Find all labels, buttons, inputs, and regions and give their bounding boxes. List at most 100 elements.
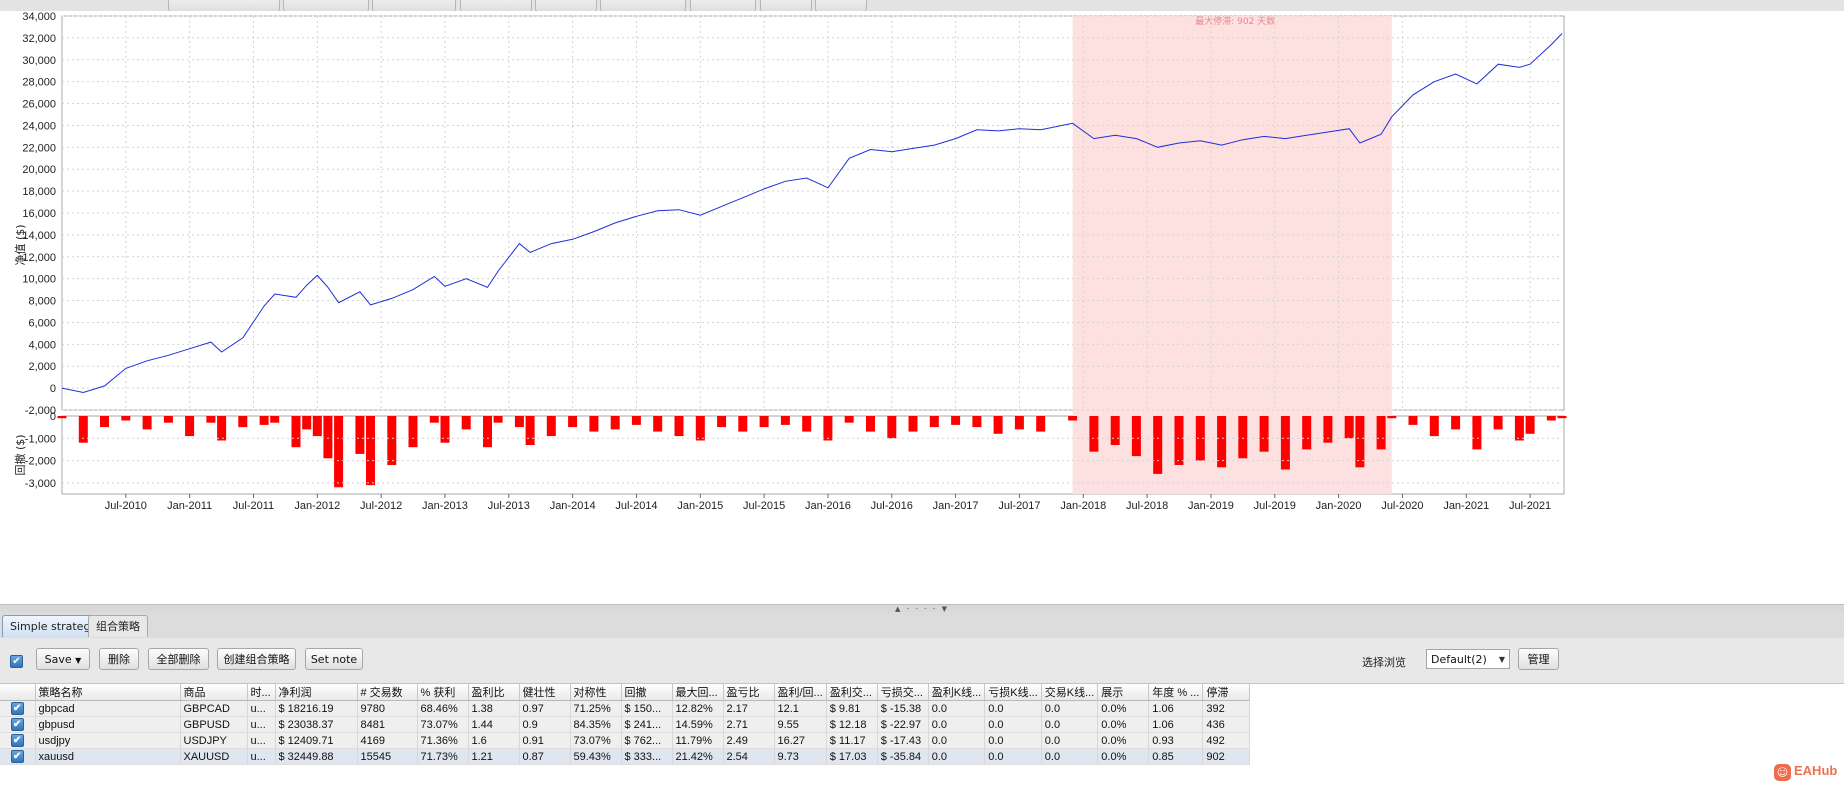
table-cell: 1.44 (468, 716, 520, 733)
column-header[interactable]: 健壮性 (519, 684, 571, 701)
table-row[interactable]: ✔ usdjpy USDJPY u... $ 12409.71 4169 71.36% 1.6… (0, 732, 1251, 749)
column-header[interactable]: 盈利比 (468, 684, 520, 701)
drawdown-bar (1493, 416, 1503, 430)
drawdown-bar (429, 416, 439, 423)
toolbar-button-1[interactable] (168, 0, 280, 11)
select-all-checkbox[interactable]: ✔ (10, 655, 23, 668)
toolbar-button-3[interactable] (372, 0, 456, 11)
column-header[interactable] (0, 684, 36, 701)
toolbar-button-6[interactable] (600, 0, 686, 11)
column-header[interactable]: 时... (247, 684, 276, 701)
table-cell: $ -17.43 (877, 732, 929, 749)
eahub-logo-icon: ☺ (1774, 764, 1791, 781)
create-portfolio-button[interactable]: 创建组合策略 (217, 648, 296, 670)
delete-all-button[interactable]: 全部删除 (148, 648, 209, 670)
table-cell: 15545 (357, 748, 418, 765)
row-checkbox[interactable]: ✔ (10, 718, 24, 731)
table-cell: USDJPY (180, 732, 248, 749)
table-cell: $ 11.17 (826, 732, 878, 749)
drawdown-bar (695, 416, 705, 441)
drawdown-axes: -3,000 -2,000 -1,000 0 (25, 411, 1562, 490)
equity-y-tick: 8,000 (28, 296, 56, 308)
x-tick-label: Jul-2021 (1509, 500, 1551, 512)
column-header[interactable]: 交易K线... (1041, 684, 1099, 701)
column-header[interactable]: 停滞 (1202, 684, 1251, 701)
drawdown-bar (631, 416, 641, 425)
drawdown-bar (738, 416, 748, 432)
equity-y-tick: 4,000 (28, 339, 56, 351)
row-checkbox-cell[interactable]: ✔ (0, 716, 36, 733)
max-stagnation-label: 最大停滞: 902 天数 (1195, 15, 1275, 27)
column-header[interactable]: 盈亏比 (723, 684, 775, 701)
column-header[interactable]: 回撤 (621, 684, 673, 701)
x-tick-label: Jan-2019 (1188, 500, 1234, 512)
column-header[interactable]: 年度 % ... (1148, 684, 1204, 701)
row-checkbox[interactable]: ✔ (10, 750, 24, 763)
table-cell: usdjpy (35, 732, 181, 749)
equity-y-tick: 10,000 (22, 274, 56, 286)
table-row[interactable]: ✔ gbpcad GBPCAD u... $ 18216.19 9780 68.46% 1.3… (0, 700, 1251, 717)
column-header[interactable]: 亏损K线... (984, 684, 1042, 701)
toolbar-button-8[interactable] (760, 0, 812, 11)
x-tick-label: Jan-2018 (1060, 500, 1106, 512)
toolbar-button-9[interactable] (815, 0, 867, 11)
equity-y-tick: 32,000 (22, 33, 56, 45)
equity-y-tick: -2,000 (25, 405, 56, 417)
column-header[interactable]: 盈利/回... (774, 684, 827, 701)
row-checkbox-cell[interactable]: ✔ (0, 700, 36, 717)
x-tick-label: Jul-2011 (233, 500, 274, 512)
drawdown-bars (57, 416, 1567, 488)
delete-button[interactable]: 删除 (99, 648, 139, 670)
table-cell: 59.43% (570, 748, 622, 765)
drawdown-bar (653, 416, 663, 432)
drawdown-bar (57, 416, 67, 419)
drawdown-y-label: 回撤 ($) (13, 434, 27, 475)
drawdown-bar (323, 416, 333, 459)
toolbar-button-4[interactable] (460, 0, 532, 11)
manage-button[interactable]: 管理 (1518, 648, 1559, 670)
drawdown-bar (1153, 416, 1163, 474)
x-tick-label: Jan-2013 (422, 500, 468, 512)
row-checkbox-cell[interactable]: ✔ (0, 732, 36, 749)
column-header[interactable]: 亏损交... (877, 684, 929, 701)
column-header[interactable]: 展示 (1097, 684, 1150, 701)
toolbar-toggle-trades-time[interactable]: trades time (283, 0, 369, 11)
table-row[interactable]: ✔ gbpusd GBPUSD u... $ 23038.37 8481 73.07% 1.4… (0, 716, 1251, 733)
table-cell: 16.27 (774, 732, 827, 749)
drawdown-bar (823, 416, 833, 441)
column-header[interactable]: 盈利交... (826, 684, 878, 701)
table-row[interactable]: ✔ xauusd XAUUSD u... $ 32449.88 15545 71.73% 1.… (0, 748, 1251, 765)
save-button[interactable]: Save ▼ (36, 648, 90, 670)
column-header[interactable]: # 交易数 (357, 684, 418, 701)
row-checkbox-cell[interactable]: ✔ (0, 748, 36, 765)
drawdown-bar (366, 416, 375, 486)
drawdown-bar (1217, 416, 1227, 468)
drawdown-bar (440, 416, 450, 443)
set-note-button[interactable]: Set note (305, 648, 363, 670)
tab-portfolio-strategies[interactable]: 组合策略 (88, 615, 148, 637)
toolbar-button-7[interactable] (690, 0, 756, 11)
table-header-row: 策略名称 商品 时... 净利润 # 交易数% 获利 盈利比 健壮性 对称性 回撤 最大回... 盈… (0, 684, 1251, 701)
strategy-tabs: Simple strategies 组合策略 (0, 612, 1844, 639)
view-select[interactable]: Default(2) ▼ (1426, 649, 1510, 669)
table-cell: 436 (1202, 716, 1251, 733)
table-cell: 0.0 (1041, 748, 1099, 765)
drawdown-bar (1376, 416, 1386, 450)
table-cell: 0.93 (1148, 732, 1204, 749)
toolbar-button-5[interactable] (535, 0, 597, 11)
column-header[interactable]: 净利润 (275, 684, 358, 701)
drawdown-y-tick: 0 (50, 411, 56, 423)
column-header[interactable]: 对称性 (570, 684, 622, 701)
chevron-down-icon: ▼ (1498, 655, 1505, 664)
column-header[interactable]: 商品 (180, 684, 248, 701)
row-checkbox[interactable]: ✔ (10, 734, 24, 747)
drawdown-bar (461, 416, 471, 430)
column-header[interactable]: 盈利K线... (928, 684, 986, 701)
row-checkbox[interactable]: ✔ (10, 702, 24, 715)
view-select-value: Default(2) (1431, 653, 1487, 666)
column-header[interactable]: 最大回... (672, 684, 724, 701)
table-cell: 21.42% (672, 748, 724, 765)
column-header[interactable]: 策略名称 (35, 684, 181, 701)
tab-simple-strategies[interactable]: Simple strategies (2, 615, 114, 637)
column-header[interactable]: % 获利 (417, 684, 469, 701)
